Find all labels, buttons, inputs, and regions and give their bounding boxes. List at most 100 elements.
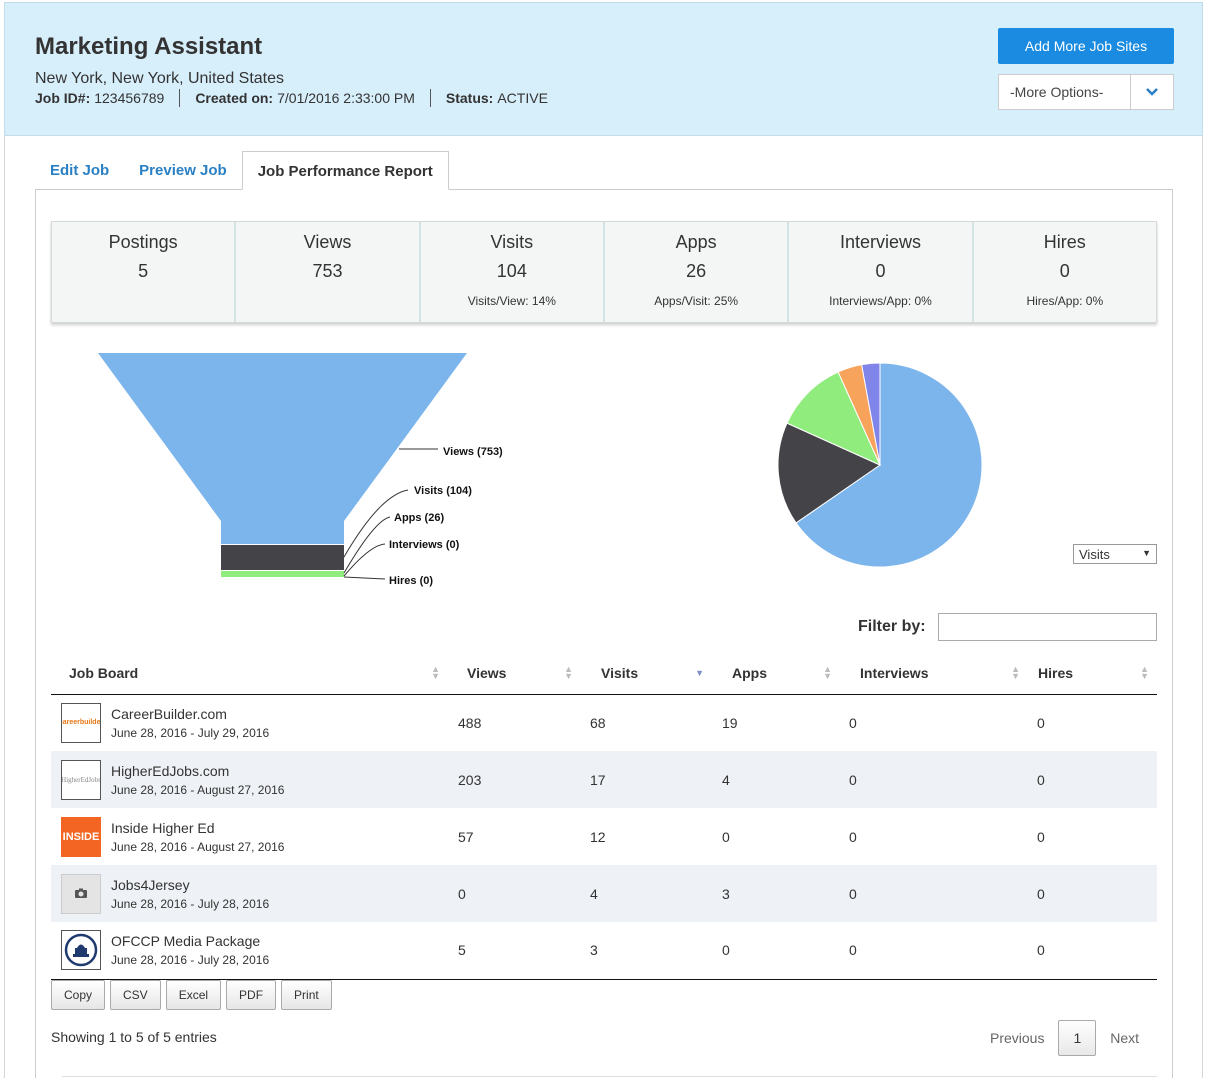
stat-value: 753	[312, 261, 343, 281]
apps-cell: 0	[722, 828, 730, 845]
stat-visits: Visits 104 Visits/View: 14%	[421, 222, 605, 322]
column-header-views[interactable]: Views ▲ ▼	[448, 653, 581, 695]
pie-metric-value: Visits	[1079, 546, 1110, 562]
column-header-apps[interactable]: Apps ▲ ▼	[712, 653, 840, 695]
job-board-cell: OFCCP Media Package June 28, 2016 - July…	[51, 922, 448, 980]
stat-apps: Apps 26 Apps/Visit: 25%	[605, 222, 790, 322]
pie-chart	[777, 362, 983, 568]
filter-input[interactable]	[938, 613, 1157, 641]
tab-edit-job[interactable]: Edit Job	[50, 162, 110, 179]
status-value: ACTIVE	[497, 90, 548, 106]
sort-icon: ▲ ▼	[823, 664, 832, 681]
column-header-visits[interactable]: Visits ▼	[581, 653, 712, 695]
column-header-label: Hires	[1038, 665, 1074, 682]
previous-page-button[interactable]: Previous	[990, 1030, 1045, 1046]
more-options-dropdown[interactable]: -More Options-	[998, 74, 1174, 110]
views-cell: 203	[448, 751, 581, 808]
filter-label: Filter by:	[858, 618, 926, 635]
stat-label: Apps	[675, 232, 717, 252]
views-cell: 57	[458, 828, 474, 845]
funnel-connector	[343, 576, 386, 580]
inside-higher-ed-logo: INSIDE	[61, 816, 101, 857]
created-label: Created on:	[195, 90, 274, 106]
stat-value: 26	[686, 261, 707, 281]
table-header-row: Job Board ▲ ▼ Views ▲ ▼ Visits ▼ Apps ▲ ▼ I…	[51, 653, 1157, 695]
stat-hires: Hires 0 Hires/App: 0%	[974, 222, 1156, 322]
chevron-down-icon[interactable]	[1130, 75, 1173, 109]
tab-preview-job[interactable]: Preview Job	[139, 162, 227, 179]
export-buttons: Copy CSV Excel PDF Print	[51, 980, 337, 1010]
pie-slice-1[interactable]	[777, 422, 882, 524]
print-button[interactable]: Print	[281, 980, 332, 1010]
stat-value: 0	[1059, 261, 1070, 281]
stat-label: Interviews	[839, 232, 921, 252]
job-id-value: 123456789	[94, 90, 165, 106]
stat-ratio: Visits/View: 14%	[467, 294, 556, 308]
job-board-dates: June 28, 2016 - July 28, 2016	[111, 953, 270, 968]
job-board-name: OFCCP Media Package	[111, 933, 261, 950]
job-board-table: Job Board ▲ ▼ Views ▲ ▼ Visits ▼ Apps ▲ ▼ I…	[51, 653, 1157, 980]
sort-icon: ▲ ▼	[564, 664, 573, 681]
hires-cell: 0	[1037, 828, 1045, 845]
job-board-name: HigherEdJobs.com	[111, 762, 230, 779]
job-header: Marketing Assistant New York, New York, …	[4, 2, 1203, 136]
views-cell: 488	[458, 714, 482, 731]
job-board-name: Jobs4Jersey	[111, 876, 190, 893]
csv-button[interactable]: CSV	[110, 980, 161, 1010]
stat-interviews: Interviews 0 Interviews/App: 0%	[789, 222, 974, 322]
views-cell: 5	[448, 922, 581, 980]
job-board-dates: June 28, 2016 - July 29, 2016	[111, 725, 270, 740]
meta-divider	[179, 89, 181, 107]
job-board-name: CareerBuilder.com	[111, 705, 227, 722]
pie-metric-select[interactable]: Visits ▼	[1073, 544, 1157, 564]
stat-label: Visits	[490, 232, 534, 252]
job-board-cell: HigherEdJobs HigherEdJobs.com June 28, 2…	[51, 751, 448, 808]
column-header-hires[interactable]: Hires ▲ ▼	[1028, 653, 1157, 695]
column-header-label: Visits	[601, 665, 639, 682]
ofccp-seal-icon	[61, 930, 101, 971]
stat-ratio: Hires/App: 0%	[1026, 294, 1104, 308]
visits-cell: 3	[581, 922, 712, 980]
column-header-label: Apps	[732, 665, 767, 682]
copy-button[interactable]: Copy	[51, 980, 106, 1010]
column-header-label: Job Board	[69, 665, 139, 682]
hires-cell: 0	[1037, 714, 1045, 731]
stat-label: Views	[303, 232, 352, 252]
stat-value: 104	[496, 261, 527, 281]
apps-cell: 3	[712, 865, 840, 922]
pie-slice-0[interactable]	[795, 362, 983, 568]
excel-button[interactable]: Excel	[165, 980, 222, 1010]
funnel-label-hires: Hires (0)	[389, 575, 433, 587]
interviews-cell: 0	[840, 922, 1028, 980]
logo-text: INSIDE	[62, 830, 100, 843]
pie-slice-2[interactable]	[786, 371, 881, 466]
column-header-interviews[interactable]: Interviews ▲ ▼	[840, 653, 1028, 695]
column-header-label: Views	[467, 665, 507, 682]
tab-job-performance-report[interactable]: Job Performance Report	[241, 151, 449, 190]
hires-cell: 0	[1028, 865, 1157, 922]
job-title: Marketing Assistant	[35, 33, 263, 60]
page-1-button[interactable]: 1	[1058, 1020, 1097, 1056]
column-header-label: Interviews	[860, 665, 929, 682]
funnel-label-apps: Apps (26)	[394, 512, 444, 524]
apps-cell: 19	[722, 714, 738, 731]
pdf-button[interactable]: PDF	[226, 980, 277, 1010]
column-header-job-board[interactable]: Job Board ▲ ▼	[51, 653, 448, 695]
logo-text: careerbuilder	[61, 719, 101, 727]
more-options-label: -More Options-	[1010, 84, 1104, 100]
stat-label: Postings	[108, 232, 178, 252]
stat-label: Hires	[1043, 232, 1086, 252]
add-job-sites-button[interactable]: Add More Job Sites	[998, 28, 1174, 64]
sort-icon: ▲ ▼	[1140, 664, 1149, 681]
next-page-button[interactable]: Next	[1110, 1030, 1140, 1046]
funnel-segment-apps	[221, 571, 344, 577]
table-row: Jobs4Jersey June 28, 2016 - July 28, 201…	[51, 865, 1157, 922]
funnel-label-views: Views (753)	[443, 446, 503, 458]
job-location: New York, New York, United States	[35, 70, 285, 87]
status-label: Status:	[445, 90, 494, 106]
job-board-cell: Jobs4Jersey June 28, 2016 - July 28, 201…	[51, 865, 448, 922]
funnel-label-interviews: Interviews (0)	[389, 539, 460, 551]
stats-bar: Postings 5 Views 753 Visits 104 Visits/V…	[51, 221, 1157, 323]
pie-slice-4[interactable]	[861, 362, 881, 466]
job-meta: Job ID#: 123456789 Created on: 7/01/2016…	[35, 89, 548, 107]
